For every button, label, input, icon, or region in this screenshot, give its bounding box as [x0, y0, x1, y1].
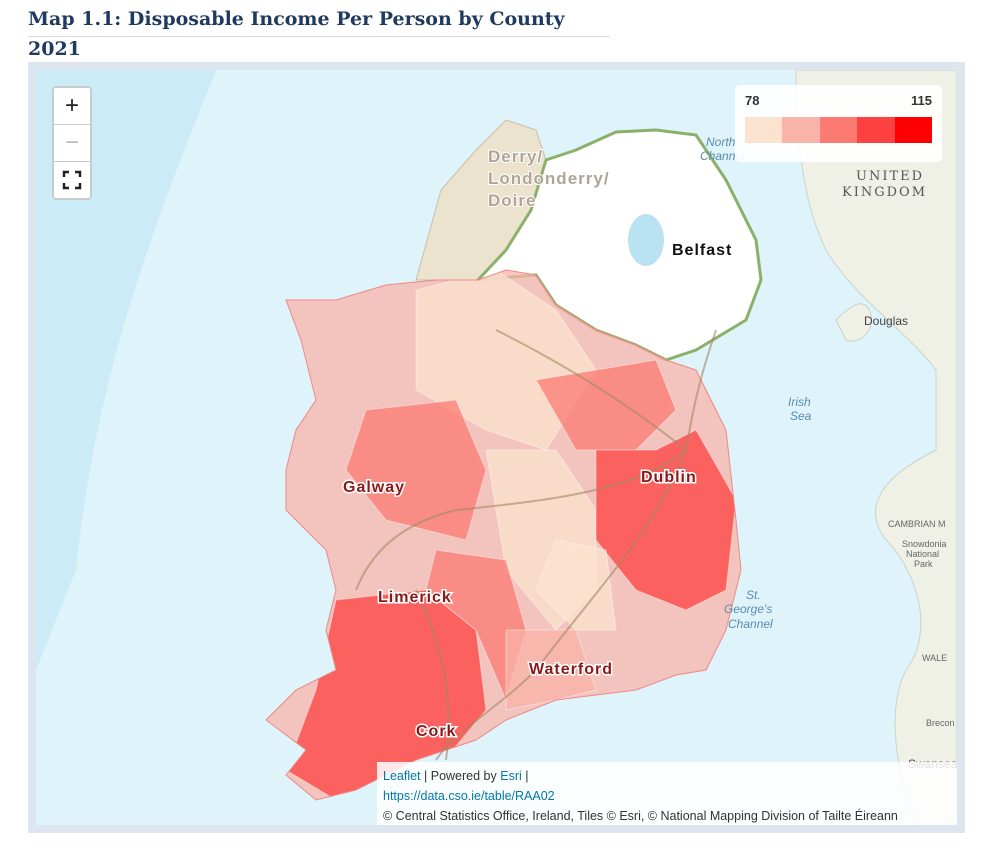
place-label: North	[706, 135, 736, 149]
attr-credits: © Central Statistics Office, Ireland, Ti…	[383, 809, 898, 823]
source-link[interactable]: https://data.cso.ie/table/RAA02	[383, 789, 555, 803]
place-label: St.	[746, 588, 761, 602]
place-label: Brecon	[926, 718, 955, 728]
fullscreen-icon	[62, 170, 82, 190]
place-label: Irish	[788, 395, 811, 409]
map-label: Limerick	[378, 589, 452, 606]
map-label: Waterford	[529, 661, 613, 678]
leaflet-link[interactable]: Leaflet	[383, 769, 421, 783]
attr-text: | Powered by	[424, 769, 497, 783]
place-label: George's	[724, 602, 772, 616]
fullscreen[interactable]	[54, 162, 90, 198]
place-label: Channel	[700, 149, 745, 163]
zoom-out[interactable]: −	[54, 125, 90, 162]
map-label: Cork	[416, 723, 456, 740]
legend-min: 78	[745, 93, 760, 108]
map-label: Galway	[343, 479, 405, 496]
deep-sea	[36, 70, 216, 670]
place-label: Snowdonia	[902, 539, 947, 549]
map-label: Doire	[488, 191, 536, 210]
place-label: Douglas	[864, 314, 908, 328]
lough-neagh	[628, 214, 664, 266]
esri-link[interactable]: Esri	[500, 769, 522, 783]
zoom-controls: + −	[52, 86, 92, 200]
legend-swatch	[894, 117, 933, 143]
legend-swatch	[782, 117, 820, 143]
map-title: Map 1.1: Disposable Income Per Person by…	[28, 4, 610, 60]
attr-text: |	[525, 769, 529, 783]
attribution: Leaflet | Powered by Esri | https://data…	[377, 762, 957, 825]
place-label: UNITED	[856, 169, 924, 184]
legend-scale	[745, 117, 933, 143]
republic	[266, 270, 741, 800]
map-frame: Derry/ Londonderry/ Doire Belfast Galway…	[28, 62, 965, 833]
place-label: Channel	[728, 617, 773, 631]
legend-swatch	[745, 117, 783, 143]
region	[535, 359, 677, 451]
region	[595, 429, 737, 611]
coast	[265, 269, 742, 801]
map-label: Derry/	[488, 147, 543, 166]
map: Derry/ Londonderry/ Doire Belfast Galway…	[36, 70, 957, 825]
map-label: Dublin	[641, 469, 697, 486]
map-label: Londonderry/	[488, 169, 610, 188]
zoom-in[interactable]: +	[54, 88, 90, 125]
isle-of-man	[835, 303, 872, 342]
map-label: Belfast	[672, 242, 732, 259]
legend-max: 115	[911, 93, 932, 108]
great-britain	[795, 70, 957, 825]
place-label: CAMBRIAN M	[888, 519, 946, 529]
place-label: Park	[914, 559, 933, 569]
legend-swatch	[857, 117, 895, 143]
region	[535, 539, 617, 631]
region	[345, 399, 487, 541]
roads	[355, 329, 717, 761]
place-label: National	[906, 549, 939, 559]
place-label: Sea	[790, 409, 812, 423]
place-label: KINGDOM	[842, 185, 927, 200]
place-label: WALE	[922, 653, 947, 663]
legend-swatch	[819, 117, 858, 143]
legend: 78 115	[735, 85, 942, 162]
